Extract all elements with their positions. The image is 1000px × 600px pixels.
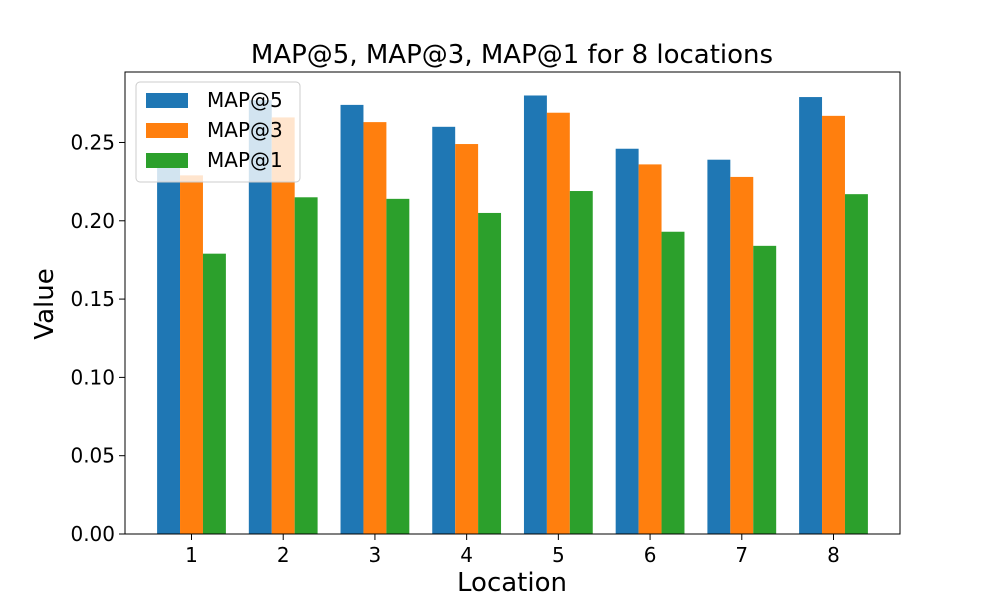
axes-layer: 0.00 0.05 0.10 0.15 0.20 0.25 1 2 3 4 5 6 7 8: [70, 71, 901, 567]
legend: MAP@5 MAP@3 MAP@1: [135, 81, 301, 183]
x-tick-label: 3: [369, 543, 382, 567]
bar-map-at-1-location-1: [202, 253, 226, 535]
y-axis-label: Value: [30, 268, 60, 339]
legend-label-map-at-1: MAP@1: [207, 148, 283, 172]
bar-map-at-3-location-3: [363, 122, 387, 535]
legend-label-map-at-5: MAP@5: [207, 88, 283, 112]
legend-swatch-map-at-1: [146, 153, 188, 168]
y-tick-label: 0.05: [70, 444, 115, 468]
chart-title: MAP@5, MAP@3, MAP@1 for 8 locations: [251, 40, 773, 70]
x-tick-label: 8: [827, 543, 840, 567]
x-tick-label: 2: [277, 543, 290, 567]
bar-map-at-1-location-2: [294, 197, 318, 535]
plot-frame: [124, 71, 901, 535]
bar-map-at-5-location-7: [707, 159, 731, 534]
bar-map-at-1-location-4: [478, 212, 502, 534]
bar-map-at-3-location-4: [455, 144, 479, 535]
x-tick-label: 4: [460, 543, 473, 567]
y-tick-label: 0.00: [70, 522, 115, 546]
x-tick-label: 5: [552, 543, 565, 567]
x-axis-label: Location: [457, 568, 567, 598]
bar-map-at-1-location-5: [569, 191, 593, 534]
x-tick-label: 1: [185, 543, 198, 567]
bar-map-at-3-location-6: [638, 164, 662, 534]
bar-map-at-5-location-5: [523, 95, 547, 535]
bar-map-at-1-location-3: [386, 198, 410, 534]
y-tick-label: 0.20: [70, 209, 115, 233]
bar-map-at-5-location-3: [340, 104, 364, 534]
bar-map-at-5-location-4: [432, 126, 456, 534]
bar-map-at-1-location-8: [844, 194, 868, 534]
bar-map-at-3-location-2: [271, 117, 295, 535]
legend-swatch-map-at-5: [146, 93, 188, 108]
x-tick-label: 7: [735, 543, 748, 567]
legend-label-map-at-3: MAP@3: [207, 118, 283, 142]
bars-layer: [157, 95, 868, 535]
bar-map-at-1-location-7: [753, 245, 777, 534]
y-tick-label: 0.10: [70, 365, 115, 389]
bar-map-at-5-location-2: [248, 100, 272, 534]
y-tick-label: 0.15: [70, 287, 115, 311]
bar-map-at-5-location-8: [799, 97, 823, 534]
bar-map-at-3-location-1: [180, 175, 203, 535]
bar-map-at-5-location-6: [615, 148, 639, 535]
y-tick-label: 0.25: [70, 130, 115, 154]
bar-map-at-3-location-8: [822, 115, 845, 534]
legend-swatch-map-at-3: [146, 123, 188, 138]
bar-map-at-3-location-7: [730, 176, 754, 534]
bar-map-at-3-location-5: [546, 112, 570, 534]
bar-map-at-5-location-1: [157, 158, 181, 534]
x-tick-label: 6: [644, 543, 657, 567]
bar-map-at-1-location-6: [661, 231, 685, 535]
